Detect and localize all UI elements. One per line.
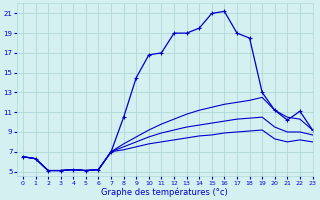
X-axis label: Graphe des températures (°c): Graphe des températures (°c) <box>101 187 228 197</box>
